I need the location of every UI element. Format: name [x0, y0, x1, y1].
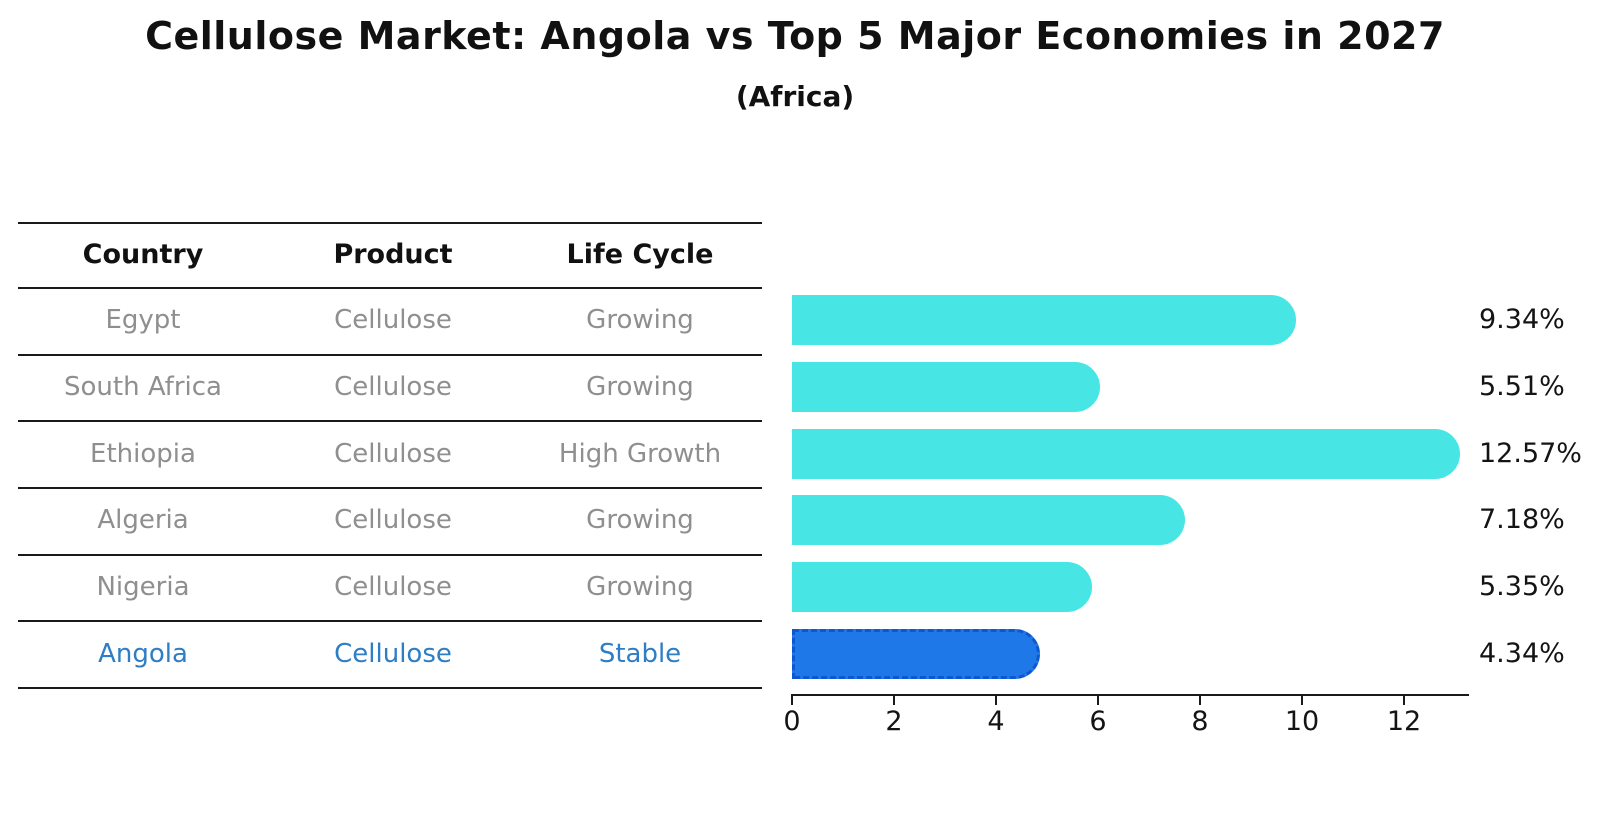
- x-tick-mark: [791, 696, 793, 705]
- table-rule: [18, 554, 762, 556]
- x-tick-label: 8: [1191, 706, 1209, 737]
- column-header-product: Product: [333, 239, 453, 270]
- table-row-egypt: Egypt Cellulose Growing: [18, 287, 762, 354]
- cell-country: Ethiopia: [90, 438, 196, 469]
- table-rule: [18, 420, 762, 422]
- value-label-algeria: 7.18%: [1479, 504, 1565, 535]
- cell-product: Cellulose: [334, 505, 452, 536]
- cell-product: Cellulose: [334, 638, 452, 669]
- cell-product: Cellulose: [334, 305, 452, 336]
- cell-country: Nigeria: [96, 571, 190, 602]
- table-row-south-africa: South Africa Cellulose Growing: [18, 354, 762, 421]
- x-tick-mark: [1199, 696, 1201, 705]
- column-header-country: Country: [82, 239, 204, 270]
- cell-product: Cellulose: [334, 438, 452, 469]
- x-tick-label: 0: [783, 706, 801, 737]
- table-row-ethiopia: Ethiopia Cellulose High Growth: [18, 420, 762, 487]
- bar-algeria: [792, 495, 1185, 545]
- cell-life-cycle: Stable: [598, 638, 682, 669]
- table-rule: [18, 354, 762, 356]
- x-tick-label: 6: [1089, 706, 1107, 737]
- table-row-angola: Angola Cellulose Stable: [18, 620, 762, 687]
- x-tick-mark: [1301, 696, 1303, 705]
- table-header-row: Country Product Life Cycle: [18, 222, 762, 287]
- cell-country: Algeria: [97, 505, 189, 536]
- x-tick-mark: [893, 696, 895, 705]
- cell-life-cycle: High Growth: [558, 438, 722, 469]
- x-tick-label: 12: [1386, 706, 1422, 737]
- cell-life-cycle: Growing: [586, 305, 694, 336]
- value-label-angola: 4.34%: [1479, 638, 1565, 669]
- x-tick-label: 10: [1284, 706, 1320, 737]
- chart-title: Cellulose Market: Angola vs Top 5 Major …: [145, 14, 1445, 58]
- chart-subtitle: (Africa): [735, 80, 855, 113]
- cell-life-cycle: Growing: [586, 371, 694, 402]
- table-rule: [18, 287, 762, 289]
- x-tick-mark: [995, 696, 997, 705]
- table-row-nigeria: Nigeria Cellulose Growing: [18, 554, 762, 621]
- cell-country: South Africa: [64, 371, 222, 402]
- bar-south-africa: [792, 362, 1100, 412]
- cell-country: Angola: [98, 638, 188, 669]
- cell-product: Cellulose: [334, 571, 452, 602]
- table-rule: [18, 687, 762, 689]
- value-label-south-africa: 5.51%: [1479, 371, 1565, 402]
- table-rule: [18, 222, 762, 224]
- cell-life-cycle: Growing: [586, 505, 694, 536]
- value-label-egypt: 9.34%: [1479, 304, 1565, 335]
- table-rule: [18, 620, 762, 622]
- table-row-algeria: Algeria Cellulose Growing: [18, 487, 762, 554]
- bar-egypt: [792, 295, 1296, 345]
- bar-angola: [792, 629, 1040, 679]
- x-tick-mark: [1403, 696, 1405, 705]
- bar-ethiopia: [792, 429, 1460, 479]
- x-tick-label: 4: [987, 706, 1005, 737]
- value-label-nigeria: 5.35%: [1479, 571, 1565, 602]
- bar-nigeria: [792, 562, 1092, 612]
- x-tick-label: 2: [885, 706, 903, 737]
- column-header-life-cycle: Life Cycle: [566, 239, 714, 270]
- cell-country: Egypt: [105, 305, 181, 336]
- table-rule: [18, 487, 762, 489]
- cell-product: Cellulose: [334, 371, 452, 402]
- cell-life-cycle: Growing: [586, 571, 694, 602]
- x-axis-line: [791, 694, 1469, 696]
- x-tick-mark: [1097, 696, 1099, 705]
- value-label-ethiopia: 12.57%: [1479, 438, 1582, 469]
